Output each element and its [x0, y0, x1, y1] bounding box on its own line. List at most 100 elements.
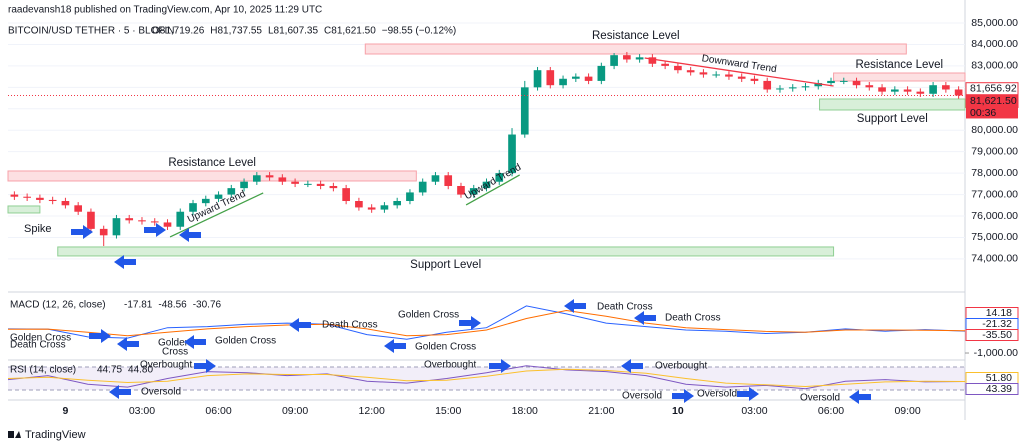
annotation: Golden Cross — [10, 333, 71, 344]
candle-body — [125, 218, 134, 221]
candle-body — [686, 70, 695, 73]
annotation: Spike — [24, 223, 52, 235]
pane-title: RSI (14, close) — [10, 365, 76, 376]
arrow — [71, 225, 93, 239]
annotation: Oversold — [697, 389, 737, 400]
zone-label: Resistance Level — [168, 157, 256, 169]
candle-body — [648, 57, 657, 64]
candle-body — [393, 201, 402, 206]
price-tag — [965, 82, 1019, 96]
candle-body — [674, 65, 682, 71]
candle-body — [380, 205, 389, 210]
annotation: Cross — [162, 347, 188, 358]
zone-label: Support Level — [857, 113, 928, 125]
candle-body — [418, 181, 427, 193]
annotation: Overbought — [655, 361, 707, 372]
readout: -30.76 — [193, 300, 222, 311]
price-tag-label: 81,656.92 — [970, 82, 1017, 94]
annotation: Golden Cross — [398, 310, 459, 321]
candle-body — [138, 220, 146, 222]
candle-body — [291, 181, 299, 184]
arrow — [144, 223, 166, 237]
y-tick-label: -1,000.00 — [974, 347, 1019, 359]
candle-body — [316, 183, 325, 186]
candle-body — [776, 88, 784, 90]
candle-body — [163, 222, 172, 227]
x-tick-label: 06:00 — [818, 405, 844, 417]
y-tick-label: 76,000.00 — [971, 210, 1018, 222]
zone — [7, 170, 417, 182]
candle-body — [342, 188, 350, 202]
candle-body — [74, 205, 83, 212]
candle-body — [495, 173, 504, 182]
candle-body — [584, 76, 593, 81]
candle-body — [329, 185, 338, 189]
candle-body — [610, 55, 618, 66]
arrow — [289, 318, 311, 332]
candle-body — [265, 175, 274, 178]
pane-title: MACD (12, 26, close) — [10, 300, 106, 311]
value-tag-label: 14.18 — [986, 307, 1012, 319]
trend-line — [169, 192, 264, 238]
annotation: Oversold — [800, 393, 840, 404]
ohlc-readout: C81,621.50 — [324, 26, 376, 37]
x-tick-label: 10 — [672, 405, 684, 417]
x-tick-label: 03:00 — [741, 405, 767, 417]
candle-body — [355, 201, 363, 208]
value-tag — [965, 383, 1019, 395]
candle-body — [457, 185, 465, 195]
candle-body — [699, 72, 708, 75]
readout: 44.75 — [97, 365, 122, 376]
annotation: Oversold — [141, 387, 181, 398]
candle-body — [189, 203, 197, 212]
candle-body — [36, 197, 44, 200]
annotation: Death Cross — [597, 302, 653, 313]
logo — [8, 431, 21, 438]
x-tick-label: 09:00 — [282, 405, 308, 417]
arrow — [179, 228, 201, 242]
x-tick-label: 21:00 — [588, 405, 614, 417]
candle-body — [87, 211, 95, 229]
candle-body — [150, 221, 159, 223]
candle-body — [252, 175, 261, 182]
symbol: BITCOIN/USD TETHER · 5 · BLOFIN — [8, 26, 175, 37]
candle-body — [903, 89, 912, 92]
series-line — [7, 368, 966, 388]
y-tick-label: 74,000.00 — [971, 253, 1018, 265]
candle-body — [559, 78, 567, 86]
candle-body — [431, 175, 440, 182]
ohlc-readout: H81,737.55 — [210, 26, 262, 37]
value-tag — [965, 329, 1019, 341]
x-tick-label: 18:00 — [512, 405, 538, 417]
x-tick-label: 03:00 — [129, 405, 155, 417]
candle-body — [750, 78, 759, 81]
x-tick-label: 09:00 — [894, 405, 920, 417]
arrow — [384, 339, 406, 353]
zone-label: Resistance Level — [592, 30, 680, 42]
countdown: 00:36 — [970, 107, 996, 119]
candle-body — [367, 207, 376, 210]
candle-body — [737, 76, 746, 79]
candle-body — [546, 70, 555, 86]
zone-label: Resistance Level — [855, 59, 943, 71]
trend-line — [465, 174, 520, 206]
publisher: raadevansh18 published on TradingView.co… — [8, 5, 322, 16]
arrow — [89, 329, 111, 343]
candle-body — [61, 201, 70, 206]
candle-body — [763, 80, 772, 90]
candle-body — [916, 91, 925, 94]
zone — [833, 72, 966, 82]
candle-body — [725, 74, 733, 77]
candle-body — [508, 134, 516, 174]
y-tick-label: 80,000.00 — [971, 124, 1018, 136]
arrow — [184, 335, 206, 349]
candle-body — [788, 87, 797, 89]
arrow — [564, 299, 586, 313]
candle-body — [571, 76, 580, 79]
candle-body — [929, 85, 937, 94]
annotation: Golden Cross — [215, 336, 276, 347]
arrow — [849, 390, 871, 404]
arrow — [117, 337, 139, 351]
candle-body — [406, 192, 414, 202]
candle-body — [201, 198, 210, 204]
